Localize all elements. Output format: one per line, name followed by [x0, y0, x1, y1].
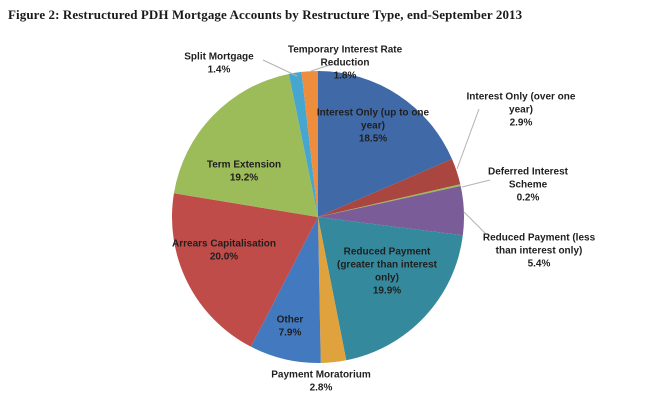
- pie-slice-reduced-payment-greater-than-interest-only: [318, 217, 463, 361]
- slice-label-reduced-payment-greater-than-interest-only: Reduced Payment (greater than interest onl…: [337, 247, 438, 297]
- slice-label-interest-only-over-one-year: Interest Only (over one year) 2.9%: [467, 92, 576, 129]
- figure-title: Figure 2: Restructured PDH Mortgage Acco…: [8, 7, 523, 22]
- pie-slice-payment-moratorium: [318, 217, 347, 363]
- leader-line-deferred-interest-scheme: [461, 179, 491, 188]
- slice-label-payment-moratorium: Payment Moratorium 2.8%: [271, 370, 371, 394]
- slice-label-interest-only-up-to-one-year: Interest Only (up to one year) 18.5%: [317, 108, 430, 145]
- slice-label-temporary-interest-rate-reduction: Temporary Interest Rate Reduction 1.8%: [288, 45, 403, 82]
- pie-slice-reduced-payment-less-than-interest-only: [318, 186, 465, 236]
- pie-slice-deferred-interest-scheme: [318, 184, 461, 217]
- slice-label-split-mortgage: Split Mortgage 1.4%: [184, 52, 254, 76]
- leader-line-reduced-payment-less-than-interest-only: [463, 211, 487, 235]
- slice-label-other: Other 7.9%: [277, 315, 304, 339]
- slice-label-reduced-payment-less-than-interest-only: Reduced Payment (less than interest only)…: [483, 233, 596, 270]
- pie-slice-interest-only-over-one-year: [318, 159, 461, 217]
- pie-slice-other: [250, 217, 321, 363]
- slice-label-deferred-interest-scheme: Deferred Interest Scheme 0.2%: [488, 167, 569, 204]
- leader-line-interest-only-over-one-year: [456, 108, 480, 170]
- pie-slice-arrears-capitalisation: [171, 193, 318, 347]
- leader-line-split-mortgage: [262, 59, 298, 77]
- slice-label-arrears-capitalisation: Arrears Capitalisation 20.0%: [172, 239, 276, 263]
- slice-label-term-extension: Term Extension 19.2%: [207, 160, 281, 184]
- pie-slice-split-mortgage: [288, 71, 318, 218]
- pie-slice-temporary-interest-rate-reduction: [301, 70, 318, 217]
- leader-line-temporary-interest-rate-reduction: [310, 62, 337, 72]
- pie-slice-interest-only-up-to-one-year: [318, 71, 452, 217]
- pie-slice-term-extension: [173, 73, 318, 217]
